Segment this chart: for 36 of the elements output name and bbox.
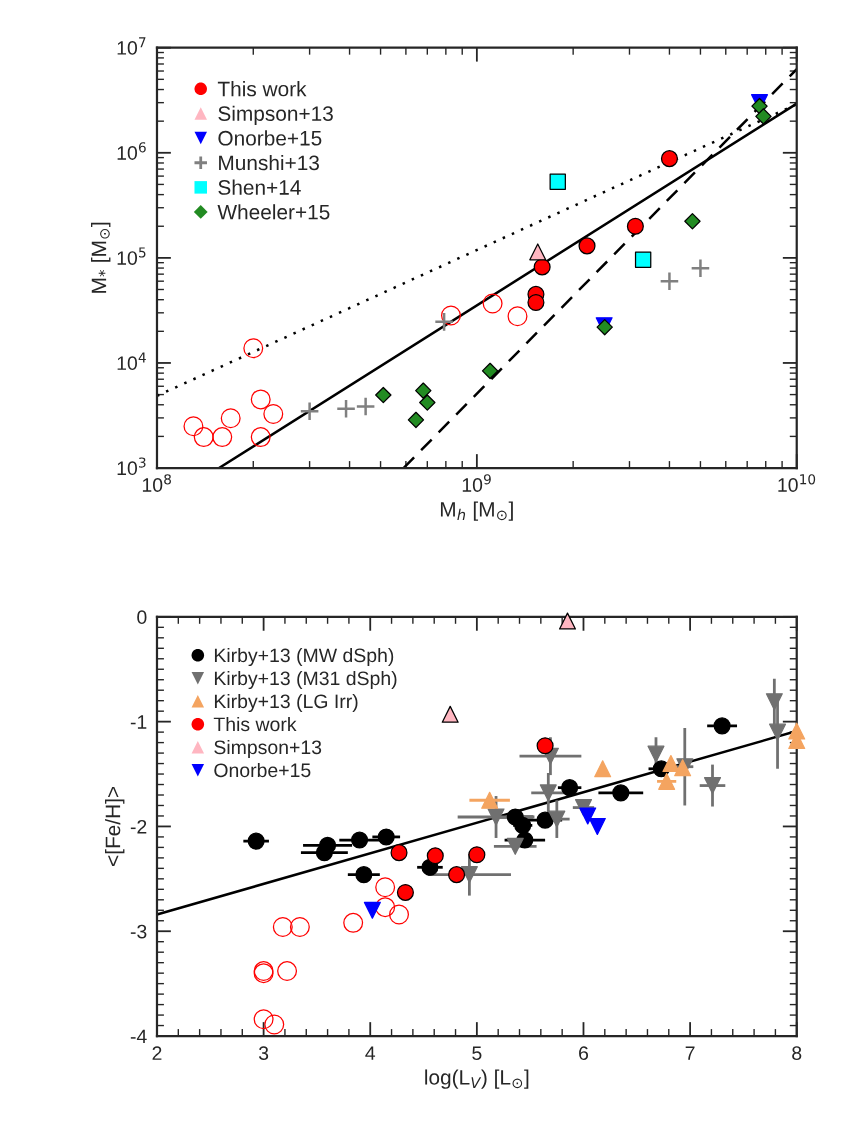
x-tick-label: 6: [579, 1046, 589, 1061]
x-axis-title: M$_{h}$ [M$_{⊙}$]: [440, 501, 513, 521]
x-tick-label: 3: [258, 1046, 269, 1061]
y-tick-label: -1: [130, 715, 147, 729]
y-tick-label: -2: [130, 819, 147, 834]
legend-label: Kirby+13 (MW dSph): [214, 647, 394, 667]
legend-label: Onorbe+15: [214, 762, 311, 778]
y-tick-label: 10$^{6}$: [117, 142, 146, 160]
legend-label: This work: [213, 716, 297, 732]
legend-label: Wheeler+15: [217, 204, 330, 220]
x-tick-label: 10$^{8}$: [142, 474, 171, 492]
x-tick-label: 2: [152, 1046, 162, 1060]
x-tick-label: 10$^{10}$: [778, 474, 816, 492]
y-axis-title: <[Fe/H]>: [105, 786, 125, 866]
y-tick-label: -4: [130, 1029, 147, 1044]
x-tick-label: 10$^{9}$: [462, 474, 491, 492]
x-tick-label: 4: [365, 1046, 376, 1060]
x-tick-label: 8: [792, 1046, 802, 1061]
x-tick-label: 7: [685, 1046, 695, 1060]
legend-label: Simpson+13: [218, 105, 333, 126]
y-tick-label: 10$^{5}$: [117, 247, 146, 265]
legend-label: Kirby+13 (LG Irr): [214, 693, 358, 713]
legend-label: This work: [217, 81, 307, 97]
legend-label: Onorbe+15: [218, 130, 322, 146]
x-axis-title: log(L$_{V}$) [L$_{⊙}$]: [425, 1069, 529, 1089]
legend-label: Munshi+13: [219, 154, 319, 171]
y-tick-label: 10$^{4}$: [117, 352, 146, 371]
y-tick-label: 0: [137, 610, 147, 625]
x-tick-label: 5: [472, 1046, 482, 1061]
y-axis-title: M$_{*}$ [M$_{⊙}$]: [91, 222, 111, 293]
legend-label: Kirby+13 (M31 dSph): [214, 670, 397, 690]
y-tick-label: 10$^{7}$: [117, 37, 146, 55]
y-tick-label: -3: [130, 924, 147, 939]
y-tick-label: 10$^{3}$: [117, 457, 146, 476]
legend-label: Shen+14: [218, 179, 301, 195]
legend-label: Simpson+13: [214, 739, 322, 759]
